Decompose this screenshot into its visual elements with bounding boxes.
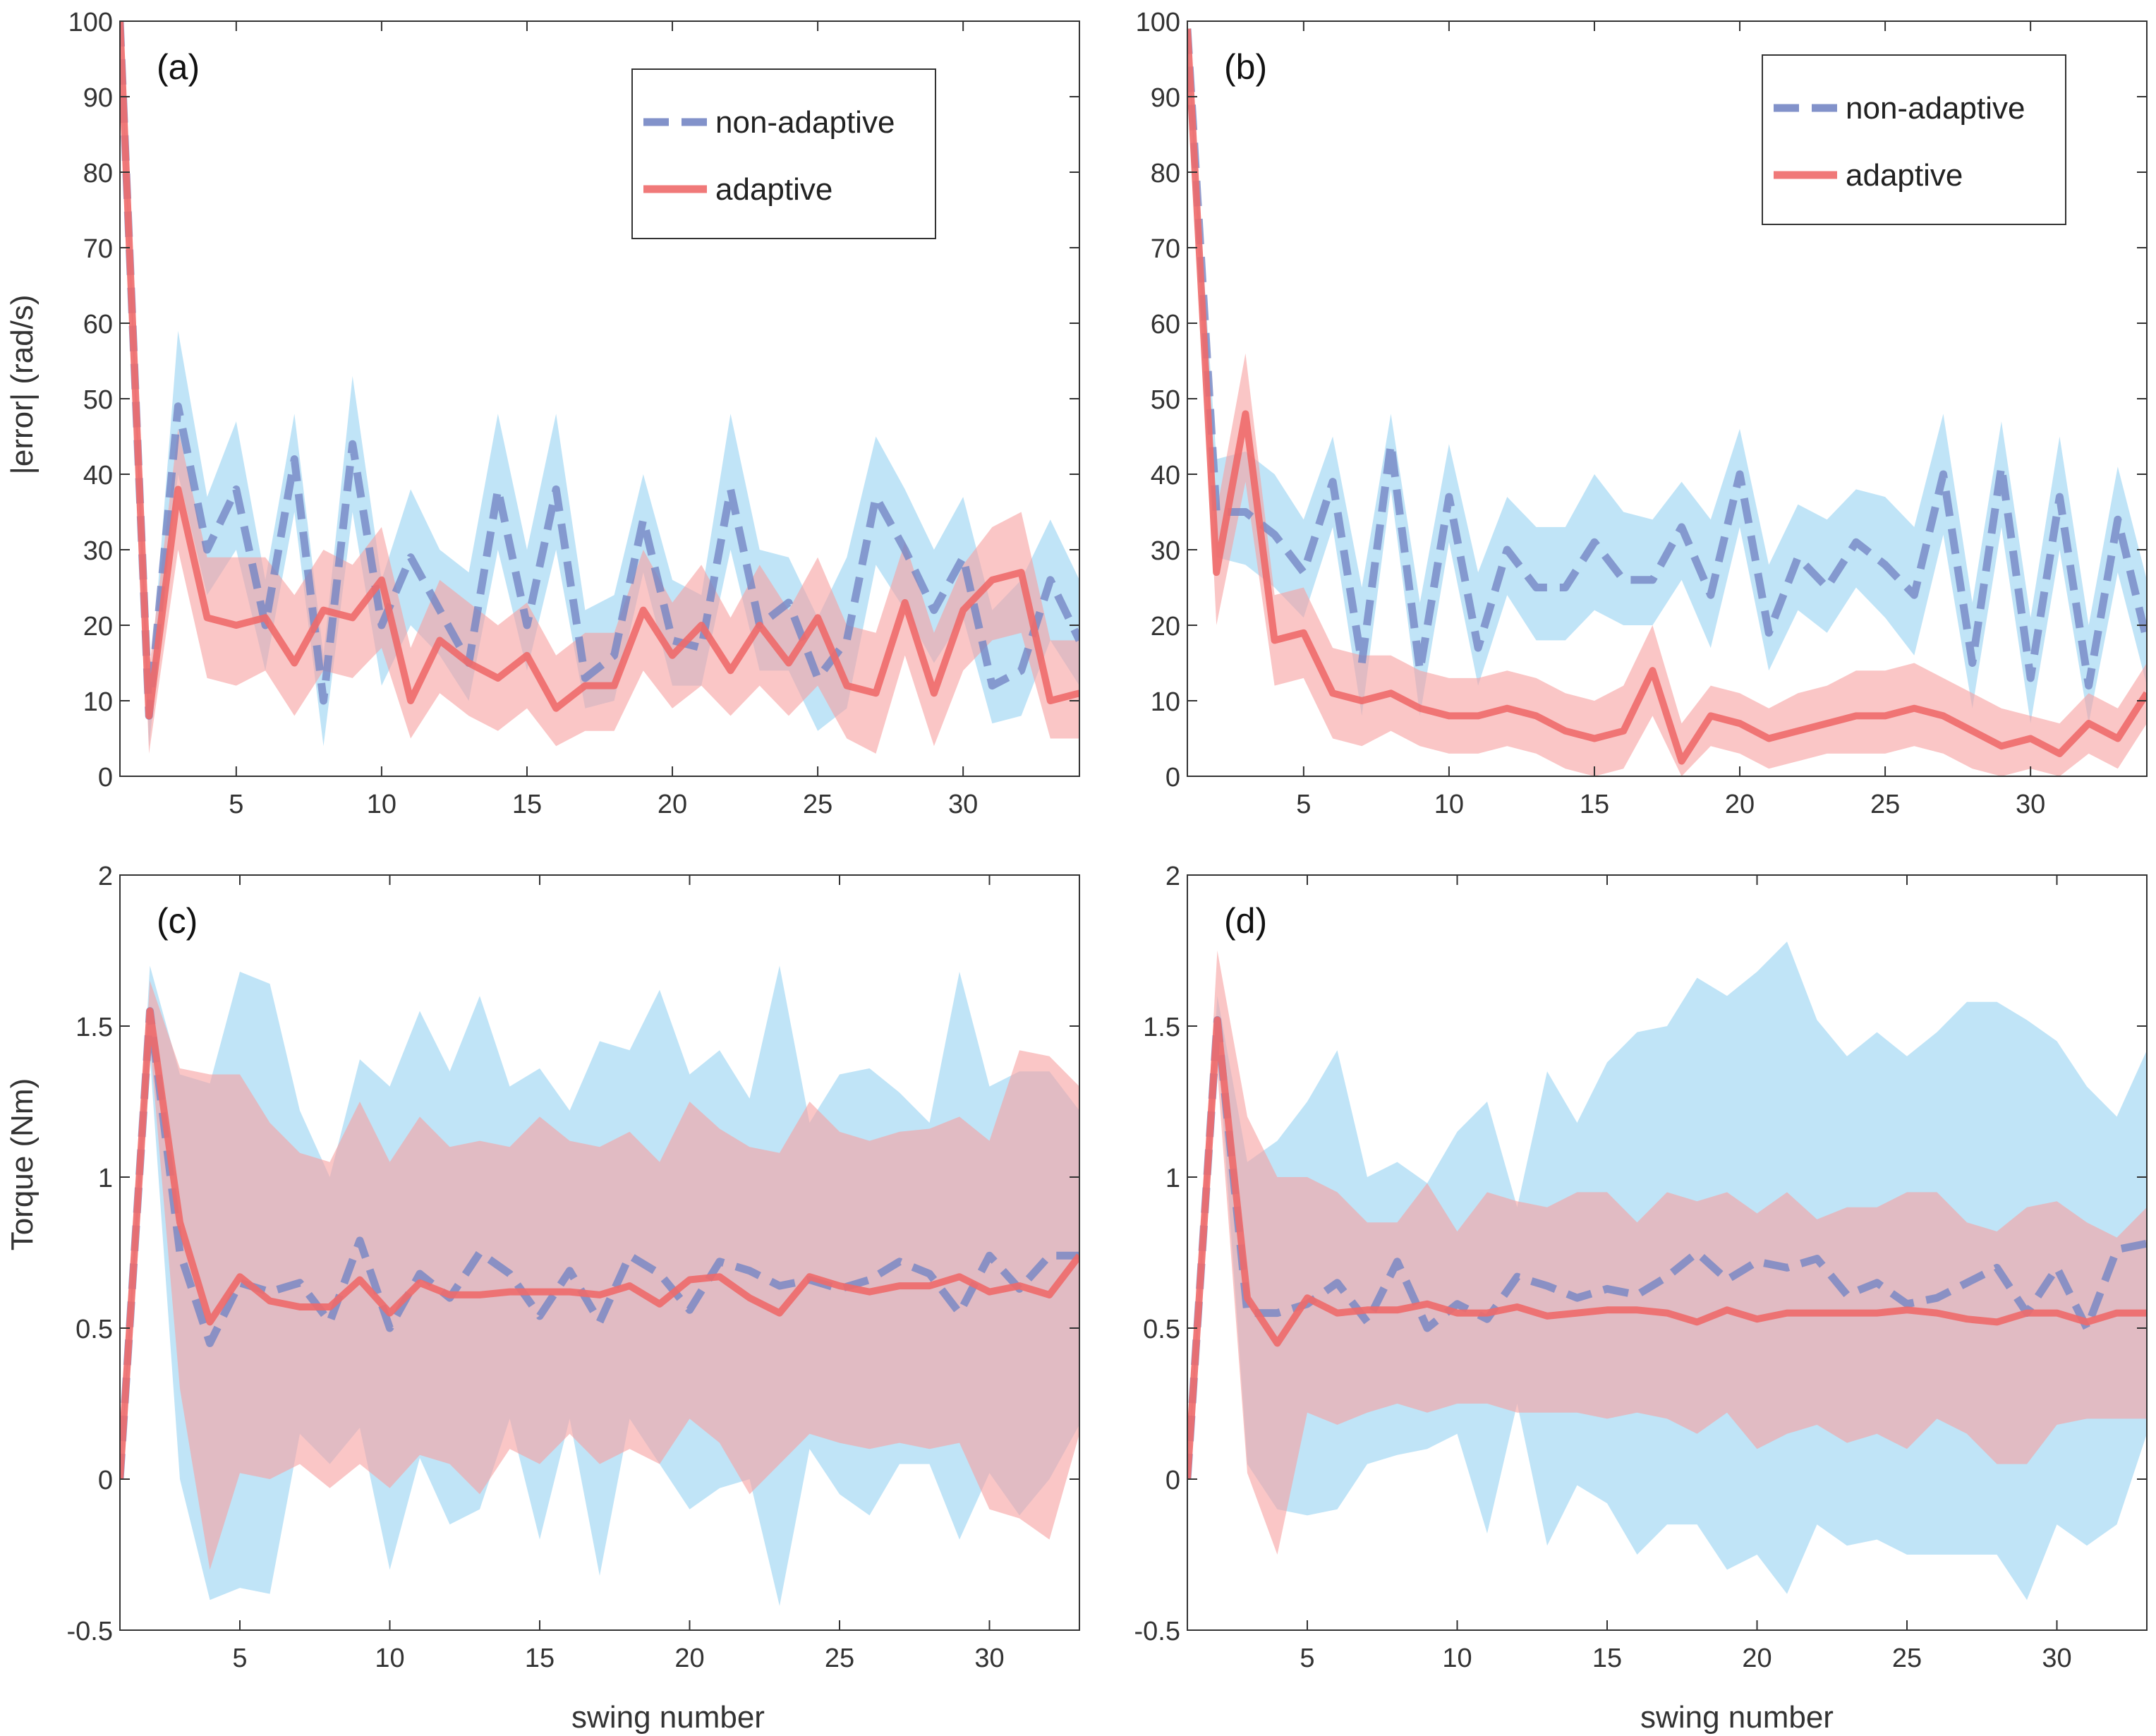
y-tick-label: 1: [98, 1164, 113, 1193]
y-tick-label: 0.5: [75, 1315, 113, 1344]
panel-c: 5 10 15 20 25 30 -0.5 0 0.5 1 1.5 2 (c): [67, 862, 1080, 1673]
panel-a: 5 10 15 20 25 30 0 10 20 30 40 50 60 70 80 90 100 (a) non-…: [68, 8, 1080, 819]
x-tick-label: 10: [1442, 1644, 1472, 1673]
x-tick-label: 15: [525, 1644, 555, 1673]
y-tick-label: 0: [98, 1466, 113, 1495]
legend-box: [631, 68, 936, 239]
y-tick-label: 90: [1151, 83, 1180, 113]
x-tick-label: 20: [658, 790, 687, 819]
legend-adaptive-label: adaptive: [1846, 158, 1963, 193]
x-tick-label: 25: [1892, 1644, 1922, 1673]
y-tick-label: 40: [1151, 461, 1180, 490]
y-tick-label: -0.5: [1134, 1617, 1180, 1646]
legend-box: [1762, 54, 2066, 225]
adaptive-band: [1187, 951, 2147, 1555]
x-tick-label: 20: [674, 1644, 704, 1673]
legend-adaptive-label: adaptive: [715, 172, 832, 207]
plot-area: [120, 965, 1079, 1606]
y-tick-label: 60: [1151, 310, 1180, 339]
x-tick-label: 5: [1300, 1644, 1314, 1673]
y-tick-label: 0.5: [1143, 1315, 1180, 1344]
axes-box: [1187, 874, 2148, 1631]
plot-area: [120, 21, 1079, 754]
adaptive-line: [120, 21, 1079, 720]
y-tick-label: 1: [1165, 1164, 1180, 1193]
adaptive-line: [1187, 28, 2147, 765]
y-tick-label: 1.5: [1143, 1013, 1180, 1042]
y-tick-label: 50: [1151, 385, 1180, 415]
y-tick-label: 1.5: [75, 1013, 113, 1042]
x-tick-label: 30: [948, 790, 978, 819]
x-tick-label: 5: [232, 1644, 247, 1673]
x-tick-label: 20: [1725, 790, 1755, 819]
x-tick-label: 30: [974, 1644, 1004, 1673]
x-tick-label: 10: [1434, 790, 1464, 819]
y-tick-label: 0: [98, 763, 113, 792]
x-tick-label: 20: [1742, 1644, 1772, 1673]
y-tick-label: 2: [98, 862, 113, 891]
y-axis-label-top: |error| (rad/s): [5, 294, 40, 474]
adaptive-line: [1187, 1016, 2147, 1480]
x-tick-label: 10: [367, 790, 396, 819]
y-tick-label: 10: [1151, 687, 1180, 717]
panel-label: (a): [157, 47, 200, 87]
adaptive-line: [120, 1007, 1079, 1480]
y-tick-label: 70: [1151, 234, 1180, 264]
y-tick-label: 80: [83, 159, 113, 188]
panel-label: (c): [157, 901, 198, 941]
non-adaptive-band: [1187, 28, 2147, 724]
y-tick-label: 80: [1151, 159, 1180, 188]
plot-area: [1187, 28, 2147, 776]
non-adaptive-band: [120, 21, 1079, 747]
legend-non-adaptive-label: non-adaptive: [1846, 91, 2025, 126]
panel-label: (b): [1224, 47, 1267, 87]
x-tick-label: 25: [803, 790, 832, 819]
y-tick-label: 40: [83, 461, 113, 490]
y-tick-label: 20: [83, 612, 113, 641]
y-tick-label: 50: [83, 385, 113, 415]
x-tick-label: 30: [2016, 790, 2045, 819]
non-adaptive-line: [1187, 28, 2147, 690]
axes-box: [119, 874, 1080, 1631]
x-axis-label-right: swing number: [1640, 1700, 1834, 1735]
panel-b: 5 10 15 20 25 30 0 10 20 30 40 50 60 70 80 90 100 (b) non-…: [1136, 8, 2148, 819]
y-tick-label: 70: [83, 234, 113, 264]
y-tick-label: 100: [1136, 8, 1180, 37]
y-tick-label: -0.5: [67, 1617, 113, 1646]
y-tick-label: 20: [1151, 612, 1180, 641]
x-tick-label: 15: [1580, 790, 1609, 819]
panel-label: (d): [1224, 901, 1267, 941]
x-tick-label: 10: [375, 1644, 404, 1673]
y-tick-label: 90: [83, 83, 113, 113]
non-adaptive-line: [120, 1007, 1079, 1480]
y-tick-label: 30: [1151, 536, 1180, 566]
adaptive-band: [120, 21, 1079, 754]
y-tick-label: 0: [1165, 763, 1180, 792]
y-tick-label: 30: [83, 536, 113, 566]
y-axis-label-bottom: Torque (Nm): [5, 1078, 40, 1251]
y-tick-label: 2: [1165, 862, 1180, 891]
y-tick-label: 10: [83, 687, 113, 717]
legend: non-adaptive adaptive: [1762, 54, 2066, 225]
legend-non-adaptive-label: non-adaptive: [715, 105, 895, 140]
x-tick-label: 15: [1592, 1644, 1622, 1673]
y-tick-label: 60: [83, 310, 113, 339]
adaptive-band: [120, 980, 1079, 1570]
x-tick-label: 15: [512, 790, 542, 819]
y-tick-label: 0: [1165, 1466, 1180, 1495]
panel-d: 5 10 15 20 25 30 -0.5 0 0.5 1 1.5 2 (d): [1134, 862, 2148, 1673]
y-tick-label: 100: [68, 8, 113, 37]
x-tick-label: 30: [2042, 1644, 2071, 1673]
x-tick-label: 25: [825, 1644, 854, 1673]
non-adaptive-line: [120, 21, 1079, 720]
x-tick-label: 5: [229, 790, 243, 819]
x-tick-label: 25: [1870, 790, 1900, 819]
plot-area: [1187, 941, 2147, 1601]
x-tick-label: 5: [1296, 790, 1311, 819]
x-axis-label-left: swing number: [571, 1700, 765, 1735]
legend: non-adaptive adaptive: [631, 68, 936, 239]
